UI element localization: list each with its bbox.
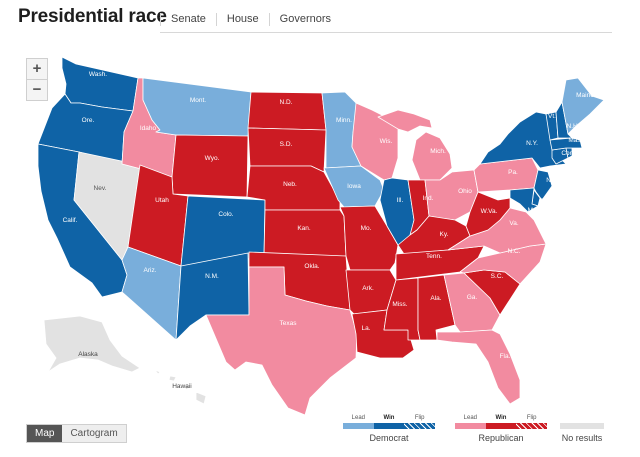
legend-democrat-caption: Democrat	[369, 433, 409, 443]
state-label-ok: Okla.	[304, 263, 319, 270]
race-tabs: Senate House Governors	[160, 13, 341, 26]
state-label-mo: Mo.	[361, 225, 372, 232]
state-label-wi: Wis.	[380, 138, 393, 145]
state-label-az: Ariz.	[144, 267, 157, 274]
legend-rep-flip-swatch	[516, 423, 548, 429]
state-label-pa: Pa.	[508, 169, 518, 176]
legend-republican-caption: Republican	[478, 433, 524, 443]
state-label-or: Ore.	[82, 117, 95, 124]
state-fl[interactable]	[436, 329, 521, 405]
state-label-wv: W.Va.	[481, 208, 498, 215]
legend-republican: Lead Win Flip Republican	[455, 415, 548, 443]
state-tx[interactable]	[205, 266, 358, 416]
state-nh[interactable]	[555, 101, 573, 139]
state-ak[interactable]	[43, 315, 141, 373]
state-label-ma: Mass.	[568, 137, 586, 144]
state-ks[interactable]	[263, 209, 347, 258]
state-label-mt: Mont.	[190, 97, 206, 104]
state-label-ak: Alaska	[78, 351, 98, 358]
legend-dem-flip-swatch	[404, 423, 436, 429]
state-label-nm: N.M.	[205, 273, 219, 280]
tab-senate[interactable]: Senate	[160, 13, 216, 26]
state-nd[interactable]	[247, 91, 327, 131]
state-label-ut: Utah	[155, 197, 169, 204]
zoom-in-button[interactable]: +	[32, 60, 42, 77]
tab-house[interactable]: House	[215, 13, 269, 26]
legend-dem-lead-label: Lead	[351, 415, 366, 421]
legend-dem-lead-swatch	[343, 423, 374, 429]
state-mt[interactable]	[142, 77, 252, 137]
state-label-fl: Fla.	[500, 353, 511, 360]
legend-rep-flip-label: Flip	[526, 415, 537, 421]
legend-no-results-caption: No results	[561, 433, 603, 443]
state-label-nv: Nev.	[94, 185, 107, 192]
state-label-oh: Ohio	[458, 188, 472, 195]
legend-no-results: No results	[560, 415, 604, 443]
state-label-la: La.	[361, 325, 370, 332]
state-label-nh: N.H.	[567, 123, 580, 130]
state-label-nd: N.D.	[280, 99, 293, 106]
legend-rep-lead-swatch	[455, 423, 486, 429]
zoom-control: + −	[26, 58, 48, 101]
state-label-vt: Vt.	[548, 113, 556, 120]
zoom-out-button[interactable]: −	[27, 79, 47, 100]
state-label-il: Ill.	[397, 197, 404, 204]
state-label-mn: Minn.	[336, 117, 352, 124]
state-me[interactable]	[561, 77, 605, 135]
state-sd[interactable]	[247, 127, 327, 173]
state-label-ny: N.Y.	[526, 140, 538, 147]
state-label-ct: Conn.	[561, 150, 579, 157]
state-label-md: Md.	[528, 207, 539, 214]
state-ma[interactable]	[549, 137, 583, 151]
legend-dem-win-label: Win	[383, 415, 395, 421]
state-label-ks: Kan.	[297, 225, 311, 232]
state-mo[interactable]	[339, 205, 399, 271]
state-label-tn: Tenn.	[426, 253, 442, 260]
state-label-ky: Ky.	[440, 231, 449, 238]
legend-no-results-swatch	[560, 423, 604, 429]
state-label-ia: Iowa	[347, 183, 361, 190]
state-label-va: Va.	[509, 220, 518, 227]
state-label-ca: Calif.	[63, 217, 78, 224]
state-label-ne: Neb.	[283, 181, 297, 188]
page-title: Presidential race	[18, 6, 167, 27]
legend-dem-win-swatch	[373, 423, 405, 429]
state-label-ga: Ga.	[467, 294, 478, 301]
cartogram-view-button[interactable]: Cartogram	[62, 425, 126, 442]
view-toggle: Map Cartogram	[26, 424, 127, 443]
state-label-nc: N.C.	[508, 248, 521, 255]
legend-democrat: Lead Win Flip Democrat	[343, 415, 436, 443]
state-label-sc: S.C.	[491, 273, 504, 280]
us-map[interactable]: Wash. Ore. Calif. Nev. Idaho Mont. Wyo. Utah Ari…	[0, 40, 640, 420]
tab-governors[interactable]: Governors	[268, 13, 341, 26]
state-label-ar: Ark.	[362, 285, 374, 292]
map-view-button[interactable]: Map	[27, 425, 63, 442]
state-label-id: Idaho	[140, 125, 157, 132]
state-label-sd: S.D.	[280, 141, 293, 148]
state-label-wy: Wyo.	[205, 155, 220, 162]
legend-rep-lead-label: Lead	[463, 415, 478, 421]
state-wv[interactable]	[465, 191, 511, 237]
state-nc[interactable]	[459, 243, 547, 285]
header-divider	[160, 32, 612, 33]
state-label-nj: N.J.	[546, 177, 558, 184]
legend-dem-flip-label: Flip	[414, 415, 425, 421]
legend-rep-win-label: Win	[495, 415, 507, 421]
state-label-wa: Wash.	[89, 71, 107, 78]
state-mi[interactable]	[377, 109, 453, 181]
state-wy[interactable]	[171, 134, 249, 198]
state-label-al: Ala.	[430, 295, 441, 302]
state-label-co: Colo.	[218, 211, 233, 218]
page-header: Presidential race Senate House Governors	[0, 0, 640, 36]
state-hi[interactable]	[154, 369, 207, 405]
state-label-de: Del.	[540, 198, 552, 205]
state-label-tx: Texas	[280, 320, 298, 327]
state-label-in: Ind.	[423, 195, 434, 202]
legend-rep-win-swatch	[485, 423, 517, 429]
state-label-me: Maine	[576, 92, 594, 99]
state-md[interactable]	[509, 187, 539, 213]
state-label-ms: Miss.	[392, 301, 407, 308]
state-label-mi: Mich.	[430, 148, 446, 155]
state-label-hi: Hawaii	[172, 383, 192, 390]
